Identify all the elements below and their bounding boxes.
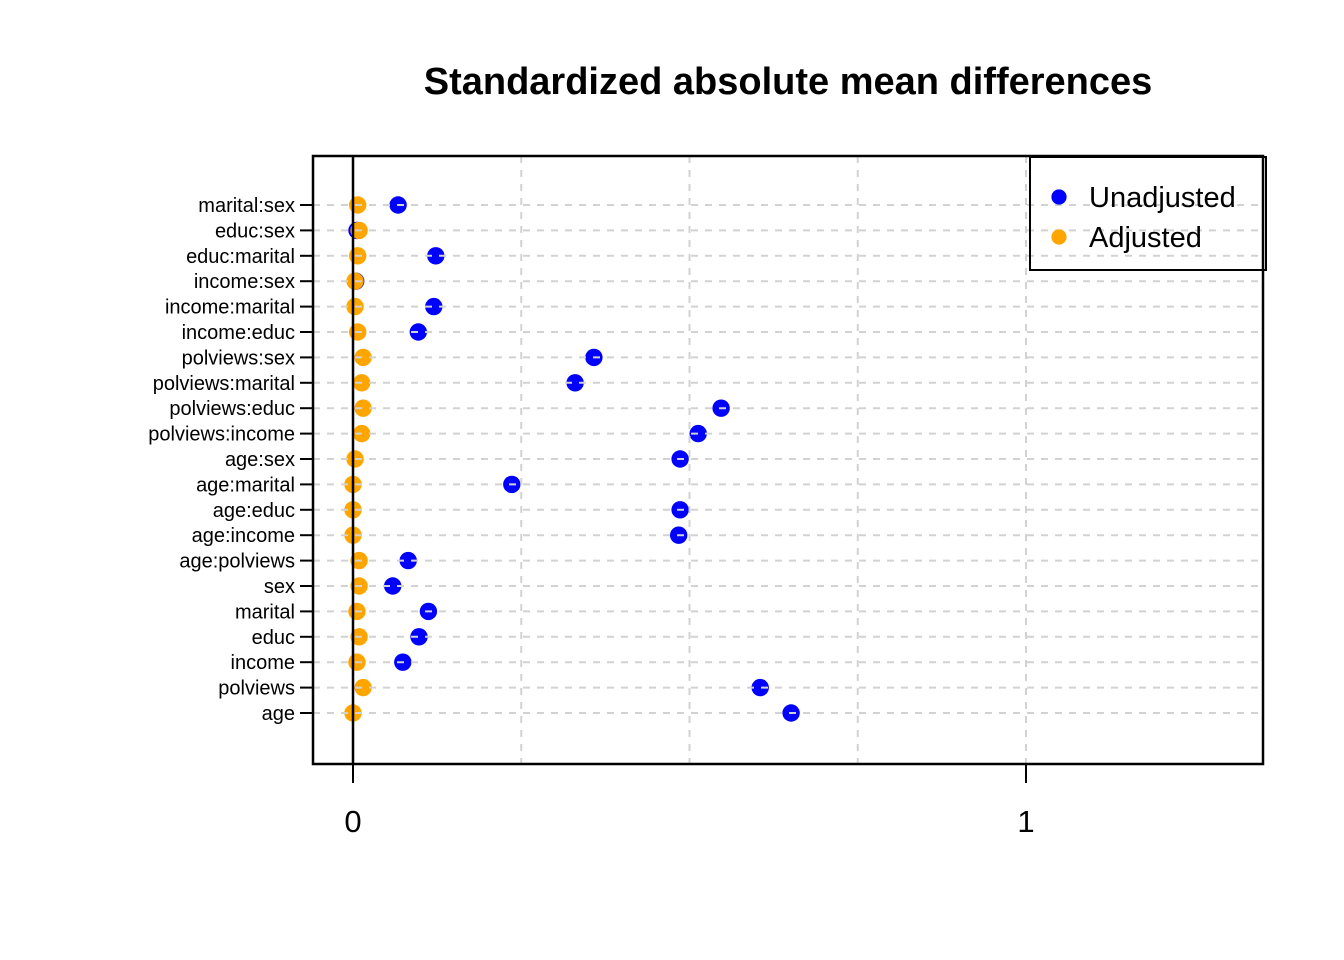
data-point-unadjusted-polviews:marital: [566, 374, 584, 392]
data-point-unadjusted-age:polviews: [399, 551, 417, 570]
y-axis-label-age:polviews: age:polviews: [179, 551, 295, 573]
y-axis-label-income: income: [231, 652, 295, 674]
data-point-unadjusted-sex: [384, 577, 402, 595]
y-axis-label-educ: educ: [252, 627, 295, 649]
y-axis-label-income:sex: income:sex: [194, 271, 295, 293]
y-axis-label-age:income: age:income: [192, 525, 295, 547]
chart-title: Standardized absolute mean differences: [424, 61, 1153, 103]
data-point-unadjusted-polviews: [751, 678, 769, 697]
y-axis-label-polviews:educ: polviews:educ: [169, 398, 295, 420]
data-point-adjusted-polviews:educ: [354, 399, 372, 417]
data-point-unadjusted-polviews:income: [689, 424, 707, 443]
data-point-unadjusted-educ:marital: [427, 247, 445, 265]
x-axis-label-1: 1: [1017, 804, 1034, 839]
y-axis-label-polviews:income: polviews:income: [148, 424, 295, 446]
gridlines-layer: [313, 156, 1263, 764]
y-axis-label-marital:sex: marital:sex: [198, 195, 295, 217]
legend-marker-unadjusted-icon: [1051, 189, 1067, 205]
y-axis-label-age:sex: age:sex: [225, 449, 295, 471]
data-point-unadjusted-educ: [410, 628, 428, 646]
y-axis-label-income:educ: income:educ: [182, 322, 295, 344]
legend-label-unadjusted: Unadjusted: [1089, 182, 1236, 214]
legend-label-adjusted: Adjusted: [1089, 222, 1202, 254]
data-point-unadjusted-income:marital: [425, 297, 443, 316]
y-axis-label-polviews:marital: polviews:marital: [153, 373, 295, 395]
axes-layer: [300, 154, 1265, 783]
legend: Unadjusted Adjusted: [1029, 156, 1267, 271]
x-axis-label-0: 0: [344, 804, 361, 839]
y-axis-label-sex: sex: [264, 576, 295, 598]
y-axis-label-educ:sex: educ:sex: [215, 220, 295, 242]
data-point-adjusted-polviews: [354, 678, 372, 697]
y-axis-label-polviews: polviews: [218, 678, 295, 700]
y-axis-label-age: age: [262, 703, 295, 725]
y-axis-label-polviews:sex: polviews:sex: [182, 347, 295, 369]
legend-box: [1029, 156, 1267, 271]
y-axis-label-age:educ: age:educ: [213, 500, 295, 522]
y-axis-label-income:marital: income:marital: [165, 297, 295, 319]
legend-marker-adjusted-icon: [1051, 229, 1067, 245]
y-axis-label-marital: marital: [235, 601, 295, 623]
y-axis-label-age:marital: age:marital: [196, 474, 295, 496]
y-axis-labels: marital:sex educ:sex educ:marital income:se…: [148, 195, 295, 725]
y-axis-label-educ:marital: educ:marital: [186, 246, 295, 268]
data-point-adjusted-polviews:sex: [354, 348, 372, 367]
data-point-unadjusted-income:educ: [409, 323, 427, 341]
